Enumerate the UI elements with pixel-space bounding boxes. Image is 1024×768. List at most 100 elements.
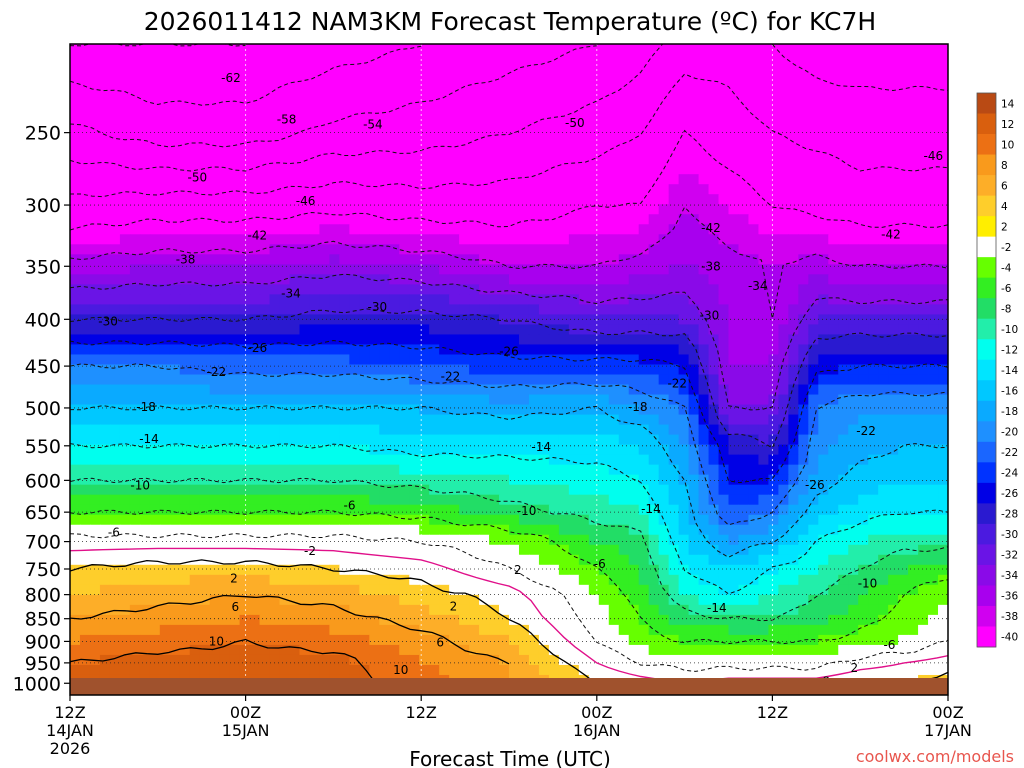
heat-cell <box>419 484 430 496</box>
heat-cell <box>359 264 370 275</box>
heat-cell <box>359 64 370 75</box>
heat-cell <box>838 424 849 436</box>
heat-cell <box>708 244 720 255</box>
heat-cell <box>419 594 430 606</box>
heat-cell <box>229 384 241 396</box>
heat-cell <box>668 394 680 406</box>
heat-cell <box>489 174 500 185</box>
heat-cell <box>828 434 839 446</box>
heat-cell <box>698 414 710 426</box>
heat-cell <box>209 214 221 225</box>
heat-cell <box>718 154 730 165</box>
heat-cell <box>509 274 520 285</box>
heat-cell <box>289 134 301 145</box>
heat-cell <box>638 54 650 65</box>
heat-cell <box>848 484 859 496</box>
heat-cell <box>858 174 869 185</box>
heat-cell <box>429 164 440 175</box>
heat-cell <box>199 524 211 536</box>
heat-cell <box>70 484 81 496</box>
heat-cell <box>758 504 770 516</box>
heat-cell <box>938 584 948 596</box>
heat-cell <box>908 184 919 195</box>
heat-cell <box>449 84 460 95</box>
heat-cell <box>908 154 919 165</box>
heat-cell <box>189 104 201 115</box>
heat-cell <box>708 354 720 366</box>
heat-cell <box>499 504 510 516</box>
heat-cell <box>339 544 350 556</box>
heat-cell <box>888 234 899 245</box>
heat-cell <box>788 284 799 295</box>
heat-cell <box>129 134 141 145</box>
heat-cell <box>229 234 241 245</box>
heat-cell <box>369 294 380 305</box>
heat-cell <box>678 494 690 506</box>
heat-cell <box>399 434 410 446</box>
heat-cell <box>119 554 131 566</box>
heat-cell <box>509 384 520 396</box>
heat-cell <box>618 204 630 215</box>
heat-cell <box>858 184 869 195</box>
heat-cell <box>898 534 909 546</box>
heat-cell <box>588 284 600 295</box>
heat-cell <box>429 454 440 466</box>
heat-cell <box>518 214 530 225</box>
heat-cell <box>489 264 500 275</box>
heat-cell <box>79 304 91 316</box>
heat-cell <box>828 304 839 316</box>
heat-cell <box>658 224 670 235</box>
heat-cell <box>459 204 470 215</box>
heat-cell <box>638 324 650 336</box>
heat-cell <box>628 334 640 346</box>
heat-cell <box>279 344 291 356</box>
heat-cell <box>339 354 350 366</box>
heat-cell <box>119 214 131 225</box>
heat-cell <box>878 214 889 225</box>
heat-cell <box>758 394 770 406</box>
heat-cell <box>938 194 948 205</box>
heat-cell <box>538 354 550 366</box>
heat-cell <box>99 594 111 606</box>
heat-cell <box>608 424 620 436</box>
heat-cell <box>768 414 779 426</box>
heat-cell <box>668 564 680 576</box>
heat-cell <box>369 454 380 466</box>
heat-cell <box>888 584 899 596</box>
heat-cell <box>788 104 799 115</box>
heat-cell <box>768 54 779 65</box>
heat-cell <box>928 124 939 135</box>
heat-cell <box>169 384 181 396</box>
heat-cell <box>608 84 620 95</box>
heat-cell <box>149 374 161 386</box>
heat-cell <box>828 344 839 356</box>
heat-cell <box>848 524 859 536</box>
heat-cell <box>938 244 948 255</box>
heat-cell <box>509 494 520 506</box>
heat-cell <box>79 194 91 205</box>
heat-cell <box>309 524 321 536</box>
heat-cell <box>79 264 91 275</box>
heat-cell <box>908 114 919 125</box>
heat-cell <box>79 324 91 336</box>
heat-cell <box>269 584 281 596</box>
heat-cell <box>778 314 789 326</box>
heat-cell <box>658 104 670 115</box>
heat-cell <box>229 584 241 596</box>
heat-cell <box>229 184 241 195</box>
heat-cell <box>289 104 301 115</box>
heat-cell <box>538 444 550 456</box>
heat-cell <box>578 134 590 145</box>
heat-cell <box>409 604 420 616</box>
heat-cell <box>339 74 350 85</box>
heat-cell <box>748 104 760 115</box>
heat-cell <box>449 204 460 215</box>
heat-cell <box>908 204 919 215</box>
heat-cell <box>798 394 809 406</box>
heat-cell <box>598 244 610 255</box>
heat-cell <box>888 434 899 446</box>
heat-cell <box>858 194 869 205</box>
heat-cell <box>858 484 869 496</box>
heat-cell <box>219 104 231 115</box>
heat-cell <box>548 374 560 386</box>
